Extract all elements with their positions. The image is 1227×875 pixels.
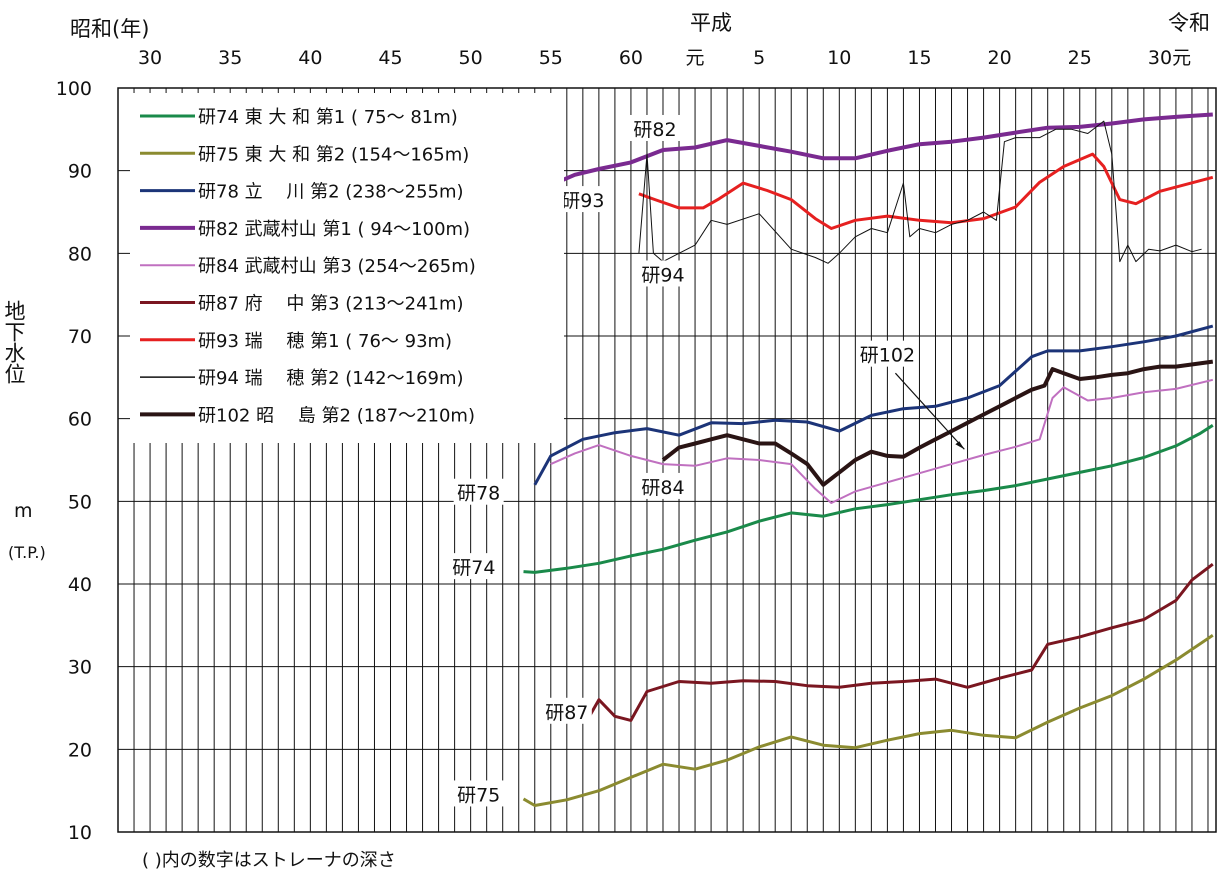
legend-entry: 研78 立 川 第2 (238〜255m) (198, 182, 464, 203)
era-label-reiwa: 令和 (1168, 11, 1210, 35)
y-tick-label: 10 (68, 822, 92, 844)
series-line-研75 (522, 634, 1214, 807)
annotation-label: 研75 (457, 784, 500, 806)
annotation-label: 研84 (641, 477, 684, 499)
annotation-arrow (894, 372, 965, 450)
x-tick-label: 50 (459, 47, 483, 69)
annotation-label: 研82 (633, 119, 676, 141)
annotation-label: 研78 (457, 483, 500, 505)
x-tick-label: 60 (619, 47, 643, 69)
y-tick-label: 70 (68, 326, 92, 348)
series-line-研93 (638, 152, 1214, 230)
annotation-bg (541, 697, 592, 724)
series-line-研84 (550, 378, 1214, 504)
legend-entry: 研102 昭 島 第2 (187〜210m) (198, 405, 475, 426)
y-tick-label: 100 (56, 78, 92, 100)
legend-entry: 研75 東 大 和 第2 (154〜165m) (198, 144, 469, 165)
annotation-bg (856, 340, 919, 367)
era-label-showa: 昭和(年) (70, 17, 149, 41)
series-line-研102 (661, 359, 1214, 487)
x-tick-label: 55 (539, 47, 563, 69)
annotation-label: 研94 (641, 264, 684, 286)
y-tick-label: 20 (68, 739, 92, 761)
x-tick-label: 45 (378, 47, 402, 69)
annotation-bg (637, 472, 688, 499)
x-tick-label: 5 (753, 47, 765, 69)
footnote: ( )内の数字はストレーナの深さ (142, 850, 396, 871)
plot-area-border (117, 87, 1217, 833)
annotation-label: 研87 (545, 702, 588, 724)
y-axis-label: 地下水位 (2, 300, 26, 384)
x-tick-label: 30 (138, 47, 162, 69)
y-tick-label: 30 (68, 657, 92, 679)
y-tick-label: 80 (68, 243, 92, 265)
x-tick-label: 元 (686, 47, 705, 69)
annotation-label: 研102 (860, 345, 915, 367)
x-tick-label: 20 (988, 47, 1012, 69)
y-axis-datum: (T.P.) (8, 543, 46, 562)
annotation-bg (453, 780, 504, 807)
annotation-label: 研74 (452, 557, 495, 579)
series-line-研74 (523, 424, 1214, 574)
legend-entry: 研94 瑞 穂 第2 (142〜169m) (198, 368, 464, 389)
annotation-bg (453, 478, 504, 505)
era-label-heisei: 平成 (690, 11, 732, 35)
series-layer (522, 112, 1214, 807)
legend: 研74 東 大 和 第1 ( 75〜 81m) 研75 東 大 和 第2 (154… (130, 93, 564, 443)
x-tick-label: 15 (907, 47, 931, 69)
series-line-研94 (638, 120, 1202, 264)
series-line-研87 (584, 563, 1214, 723)
legend-entry: 研93 瑞 穂 第1 ( 76〜 93m) (198, 331, 452, 352)
annotation-bg (448, 553, 499, 580)
legend-entry: 研84 武蔵村山 第3 (254〜265m) (198, 256, 476, 277)
annotation-bg (629, 114, 680, 141)
legend-entry: 研87 府 中 第3 (213〜241m) (198, 294, 464, 315)
annotation-arrowhead (955, 441, 965, 450)
y-tick-label: 40 (68, 574, 92, 596)
x-tick-label: 25 (1068, 47, 1092, 69)
y-axis-unit: m (14, 500, 33, 522)
x-tick-label: 40 (298, 47, 322, 69)
axes-text: 10 20 30 40 50 60 70 80 90 100 30 35 40 45 50 55 60 元 5 10 1… (56, 47, 1191, 844)
x-tick-label: 30元 (1148, 47, 1191, 69)
series-line-研78 (533, 324, 1214, 486)
legend-entry: 研74 東 大 和 第1 ( 75〜 81m) (198, 107, 458, 128)
x-tick-label: 35 (218, 47, 242, 69)
legend-box (130, 93, 564, 443)
annotation-bg (557, 186, 608, 213)
legend-entry: 研82 武蔵村山 第1 ( 94〜100m) (198, 219, 470, 240)
annotations: 研82 研93 研94 研102 研78 研84 研74 研87 研75 (448, 114, 965, 807)
y-tick-label: 50 (68, 491, 92, 513)
annotation-label: 研93 (561, 190, 604, 212)
x-tick-label: 10 (827, 47, 851, 69)
annotation-bg (637, 260, 688, 287)
y-tick-label: 90 (68, 161, 92, 183)
y-tick-label: 60 (68, 409, 92, 431)
